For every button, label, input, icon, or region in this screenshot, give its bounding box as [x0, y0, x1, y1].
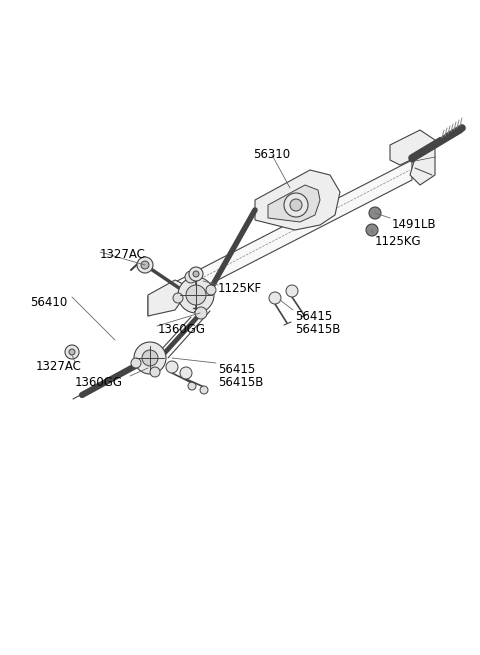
Circle shape: [185, 271, 197, 283]
Polygon shape: [148, 280, 185, 316]
Circle shape: [134, 342, 166, 374]
Circle shape: [369, 207, 381, 219]
Circle shape: [290, 199, 302, 211]
Text: 1327AC: 1327AC: [100, 248, 146, 261]
Circle shape: [195, 307, 207, 319]
Circle shape: [180, 367, 192, 379]
Text: 56415B: 56415B: [218, 376, 264, 389]
Circle shape: [186, 285, 206, 305]
Circle shape: [173, 293, 183, 303]
Circle shape: [150, 367, 160, 377]
Polygon shape: [390, 130, 435, 185]
Circle shape: [189, 267, 203, 281]
Circle shape: [188, 382, 196, 390]
Text: 1360GG: 1360GG: [75, 376, 123, 389]
Circle shape: [269, 292, 281, 304]
Circle shape: [142, 350, 158, 366]
Circle shape: [366, 224, 378, 236]
Text: 56415: 56415: [218, 363, 255, 376]
Text: 1125KF: 1125KF: [218, 282, 262, 295]
Circle shape: [193, 271, 199, 277]
Circle shape: [200, 386, 208, 394]
Circle shape: [284, 193, 308, 217]
Circle shape: [206, 285, 216, 295]
Text: 1327AC: 1327AC: [36, 360, 82, 373]
Circle shape: [166, 361, 178, 373]
Circle shape: [69, 349, 75, 355]
Text: 1491LB: 1491LB: [392, 218, 437, 231]
Text: 56415: 56415: [295, 310, 332, 323]
Circle shape: [65, 345, 79, 359]
Text: 56310: 56310: [253, 148, 290, 161]
Text: 1360GG: 1360GG: [158, 323, 206, 336]
Circle shape: [137, 257, 153, 273]
Polygon shape: [268, 185, 320, 222]
Circle shape: [141, 261, 149, 269]
Polygon shape: [255, 170, 340, 230]
Text: 56415B: 56415B: [295, 323, 340, 336]
Circle shape: [286, 285, 298, 297]
Text: 56410: 56410: [30, 296, 67, 309]
Circle shape: [131, 358, 141, 368]
Circle shape: [178, 277, 214, 313]
Polygon shape: [148, 160, 412, 316]
Text: 1125KG: 1125KG: [375, 235, 421, 248]
